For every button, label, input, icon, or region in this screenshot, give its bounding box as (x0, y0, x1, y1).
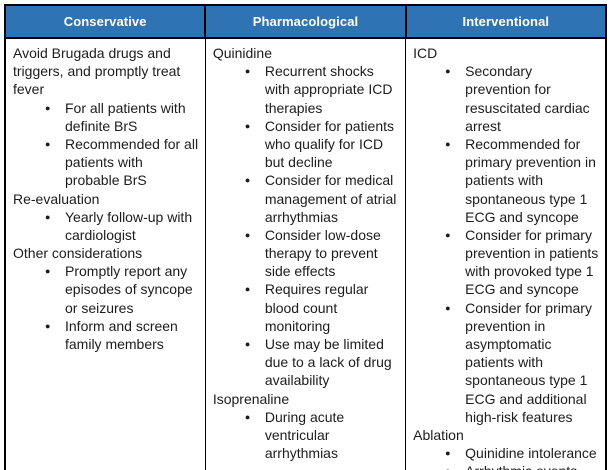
treatment-options-table: Conservative Pharmacological Interventio… (3, 4, 608, 470)
bullet-item: Consider for primary prevention in asymp… (413, 299, 601, 426)
bullet-item: Recommended for all patients with probab… (13, 135, 201, 190)
column-cell-conservative: Avoid Brugada drugs and triggers, and pr… (4, 37, 206, 470)
bullet-item: Quinidine intolerance (413, 444, 601, 462)
bullet-list: Promptly report any episodes of syncope … (13, 262, 201, 353)
bullet-list: Recurrent shocks with appropriate ICD th… (213, 62, 401, 389)
cell-paragraph: ICD (413, 45, 438, 61)
cell-paragraph: Isoprenaline (212, 390, 290, 407)
cell-paragraph: Avoid Brugada drugs and triggers, and pr… (13, 45, 181, 98)
cell-paragraph: Other considerations (13, 245, 143, 262)
cell-paragraph: Re-evaluation (13, 190, 100, 207)
body-row: Avoid Brugada drugs and triggers, and pr… (4, 37, 607, 470)
cell-paragraph: Ablation (413, 426, 464, 443)
bullet-item: Use may be limited due to a lack of drug… (213, 335, 401, 390)
bullet-item: During acute ventricular arrhythmias (213, 408, 401, 463)
bullet-item: Recommended for primary prevention in pa… (413, 135, 601, 226)
bullet-item: Consider low-dose therapy to prevent sid… (213, 226, 401, 281)
bullet-list: Yearly follow-up with cardiologist (13, 208, 201, 244)
bullet-item: For all patients with definite BrS (13, 99, 201, 135)
column-header-conservative: Conservative (3, 4, 207, 39)
bullet-item: Secondary prevention for resuscitated ca… (413, 62, 601, 135)
bullet-list: Secondary prevention for resuscitated ca… (413, 62, 601, 426)
column-cell-interventional: ICDSecondary prevention for resuscitated… (405, 37, 607, 470)
cell-paragraph: Quinidine (212, 45, 272, 61)
header-row: Conservative Pharmacological Interventio… (3, 4, 608, 39)
bullet-list: For all patients with definite BrSRecomm… (13, 99, 201, 190)
bullet-item: Consider for patients who qualify for IC… (213, 117, 401, 172)
column-header-pharmacological: Pharmacological (204, 4, 407, 39)
bullet-item: Promptly report any episodes of syncope … (13, 262, 201, 317)
bullet-item: Consider for medical management of atria… (213, 171, 401, 226)
bullet-item: Inform and screen family members (13, 317, 201, 353)
column-header-interventional: Interventional (404, 4, 608, 39)
bullet-item: Consider for primary prevention in patie… (413, 226, 601, 299)
bullet-list: During acute ventricular arrhythmias (213, 408, 401, 463)
column-cell-pharmacological: QuinidineRecurrent shocks with appropria… (204, 37, 407, 470)
bullet-item: Recurrent shocks with appropriate ICD th… (213, 62, 401, 117)
bullet-item: Requires regular blood count monitoring (213, 280, 401, 335)
bullet-item: Yearly follow-up with cardiologist (13, 208, 201, 244)
